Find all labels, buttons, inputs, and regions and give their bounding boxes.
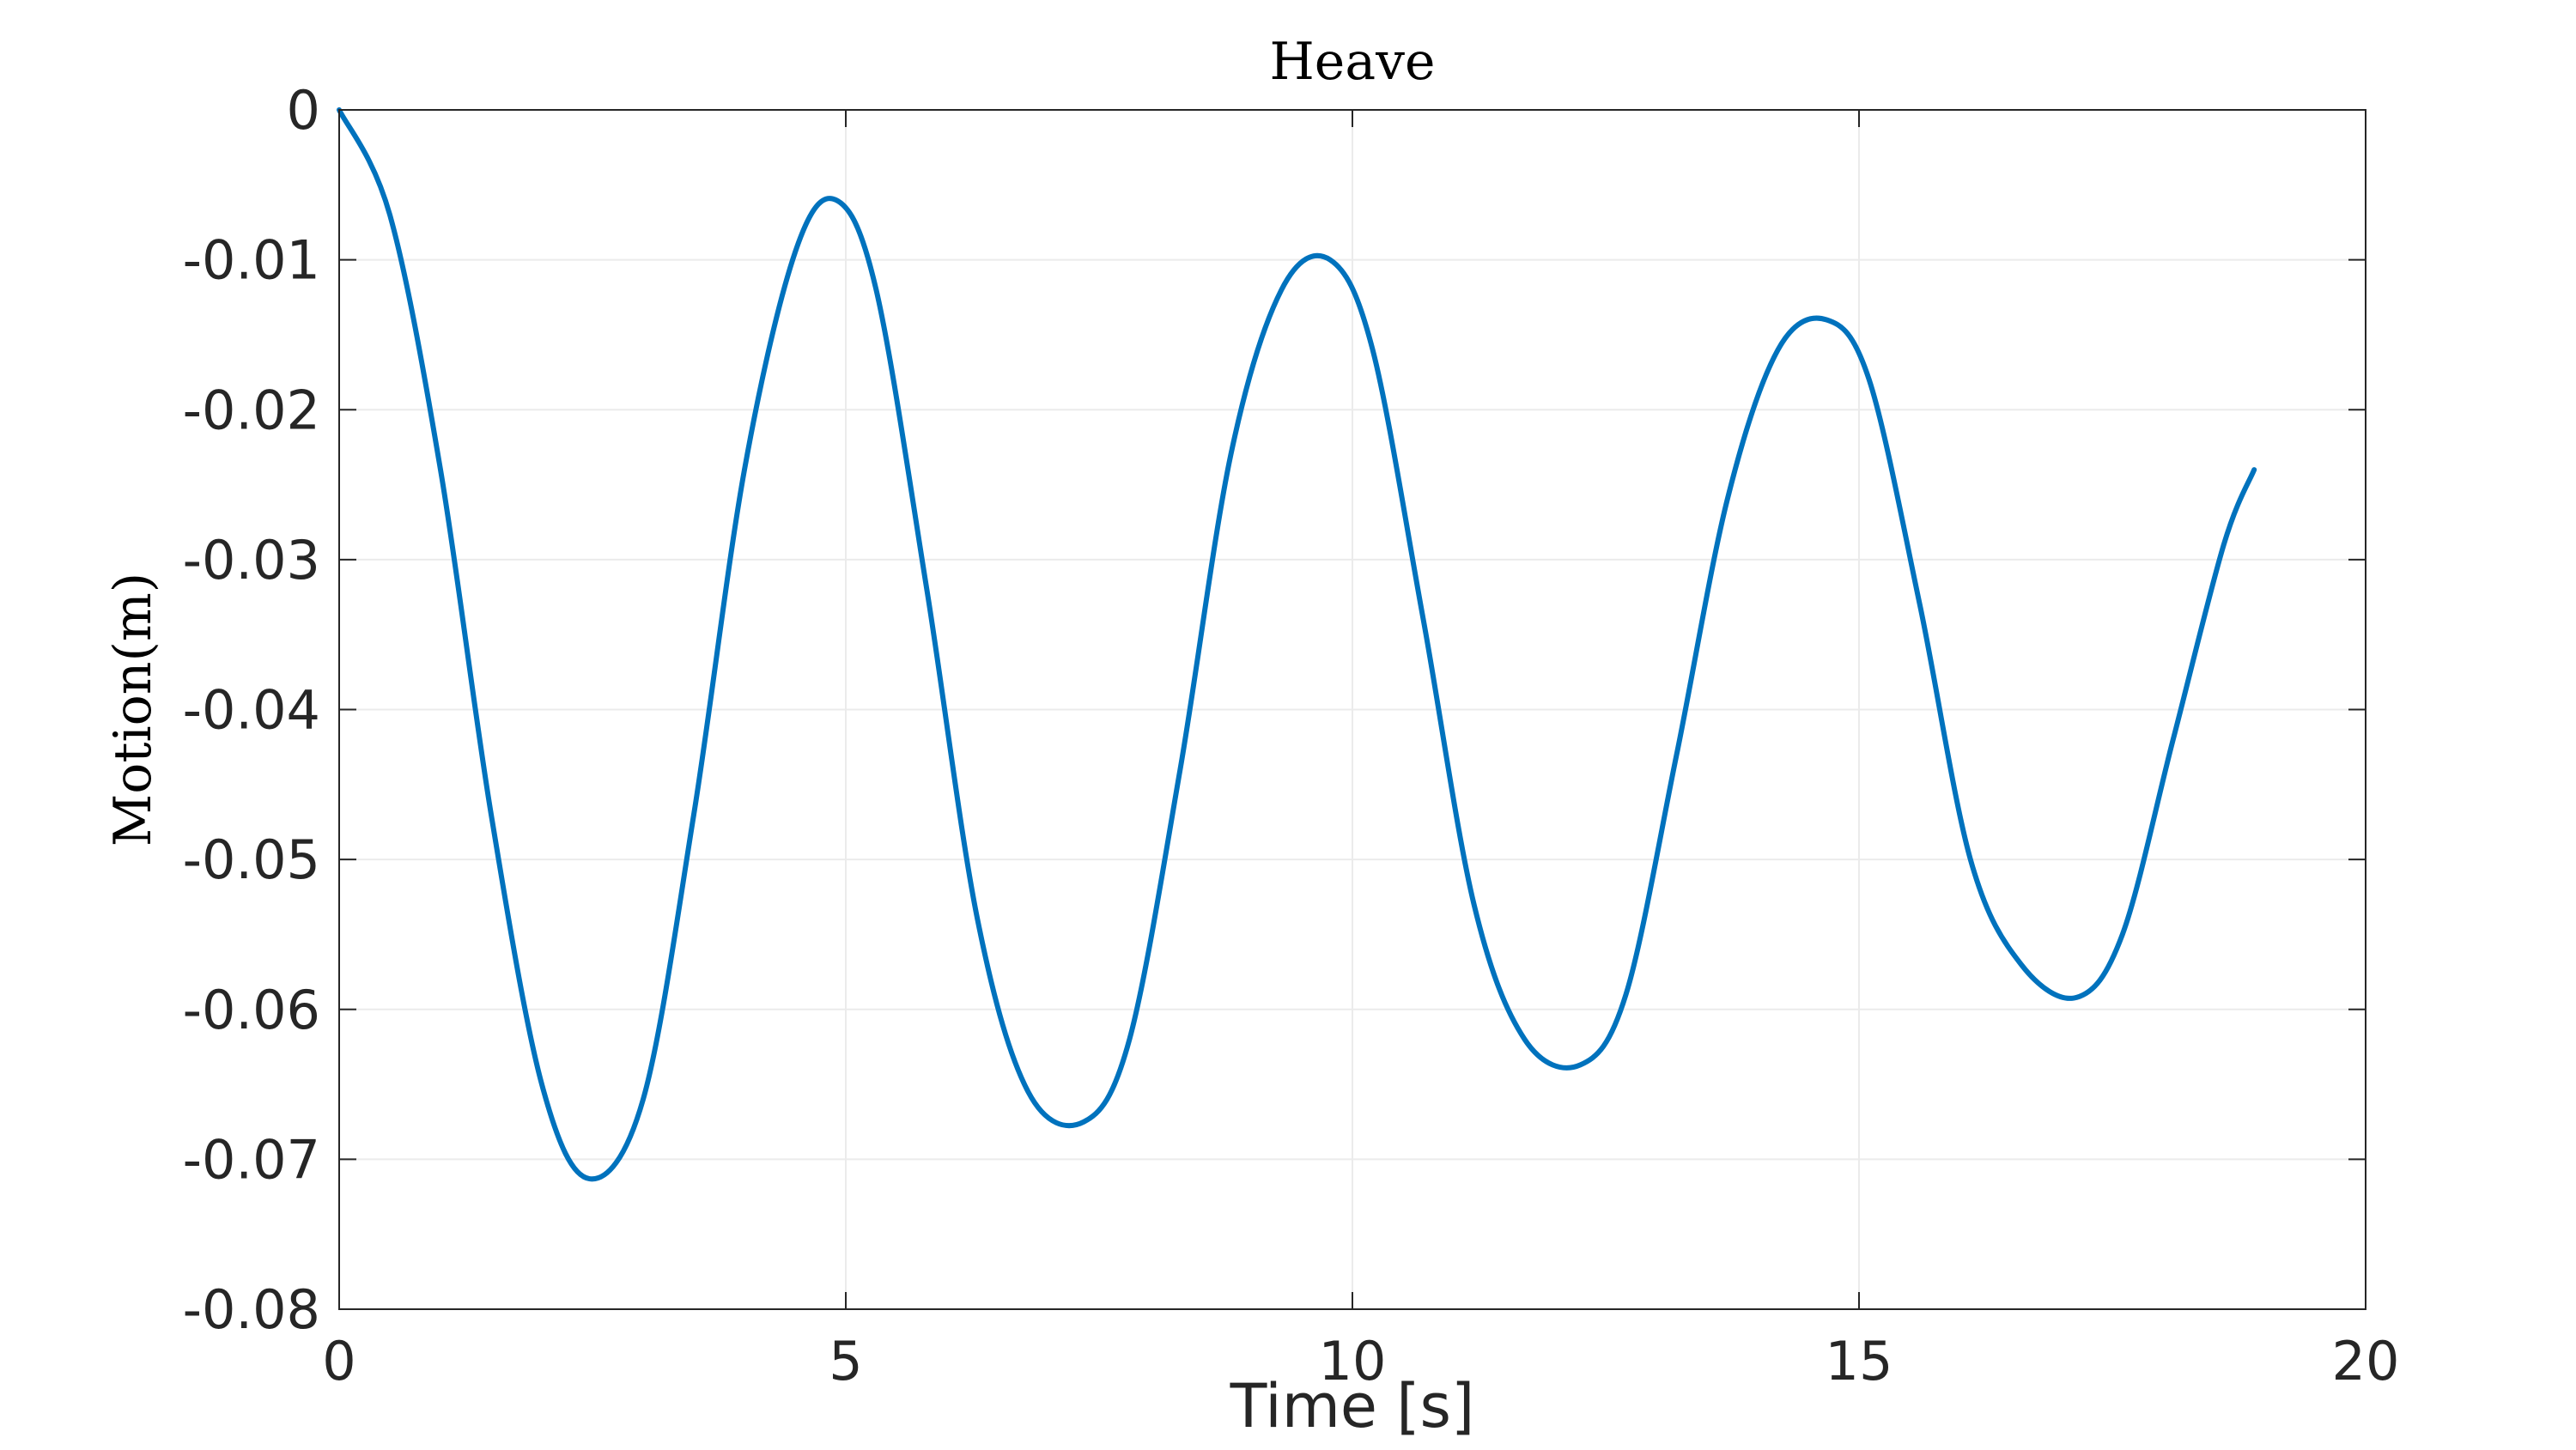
y-tick-label: 0 (287, 79, 320, 142)
y-tick-label: -0.04 (183, 679, 320, 742)
x-tick-label: 5 (829, 1330, 862, 1392)
y-tick-label: -0.06 (183, 979, 320, 1041)
x-tick-label: 0 (322, 1330, 355, 1392)
x-tick-label: 10 (1319, 1330, 1387, 1392)
y-grid (339, 258, 2366, 1161)
y-tick-label: -0.02 (183, 379, 320, 441)
chart-title: Heave (1269, 32, 1435, 92)
heave-series-line (337, 107, 2257, 1182)
y-tick-labels: 0 -0.01 -0.02 -0.03 -0.04 -0.05 -0.06 -0.07 -0.0… (183, 79, 320, 1341)
x-ticks (338, 110, 2366, 1309)
y-ticks (339, 109, 2366, 1310)
x-tick-labels: 0 5 10 15 20 (322, 1330, 2399, 1392)
y-tick-label: -0.07 (183, 1128, 320, 1191)
y-tick-label: -0.03 (183, 529, 320, 592)
x-tick-label: 20 (2332, 1330, 2400, 1392)
y-tick-label: -0.05 (183, 828, 320, 891)
x-tick-label: 15 (1826, 1330, 1893, 1392)
y-tick-label: -0.08 (183, 1278, 320, 1341)
series-layer (337, 107, 2257, 1182)
x-axis-label: Time [s] (1230, 1371, 1475, 1441)
y-tick-label: -0.01 (183, 229, 320, 292)
y-axis-label: Motion(m) (103, 573, 163, 846)
